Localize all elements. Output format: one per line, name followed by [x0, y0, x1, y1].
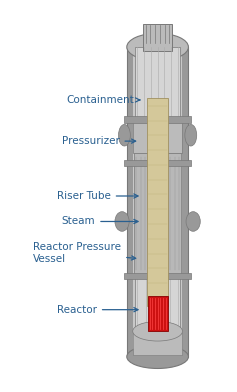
Bar	[135, 274, 180, 331]
Ellipse shape	[127, 33, 188, 61]
Bar	[143, 24, 172, 51]
Bar	[135, 47, 180, 118]
Bar	[133, 118, 182, 153]
Bar	[147, 98, 168, 306]
Bar	[148, 296, 168, 331]
Ellipse shape	[115, 212, 129, 231]
Bar	[127, 47, 188, 357]
Bar	[134, 153, 181, 274]
Text: Riser Tube: Riser Tube	[57, 191, 138, 201]
Bar	[133, 333, 182, 355]
Ellipse shape	[186, 212, 200, 231]
Ellipse shape	[118, 125, 130, 146]
Text: Steam: Steam	[62, 216, 138, 227]
Bar	[124, 273, 191, 279]
Text: Reactor Pressure
Vessel: Reactor Pressure Vessel	[33, 242, 136, 264]
Ellipse shape	[133, 321, 182, 341]
Text: Reactor: Reactor	[57, 305, 138, 315]
Ellipse shape	[185, 125, 197, 146]
Bar	[133, 51, 182, 353]
Text: Pressurizer: Pressurizer	[62, 136, 136, 146]
Text: Containment: Containment	[66, 95, 140, 105]
Bar	[124, 116, 191, 123]
Ellipse shape	[127, 345, 188, 368]
Bar	[124, 160, 191, 166]
